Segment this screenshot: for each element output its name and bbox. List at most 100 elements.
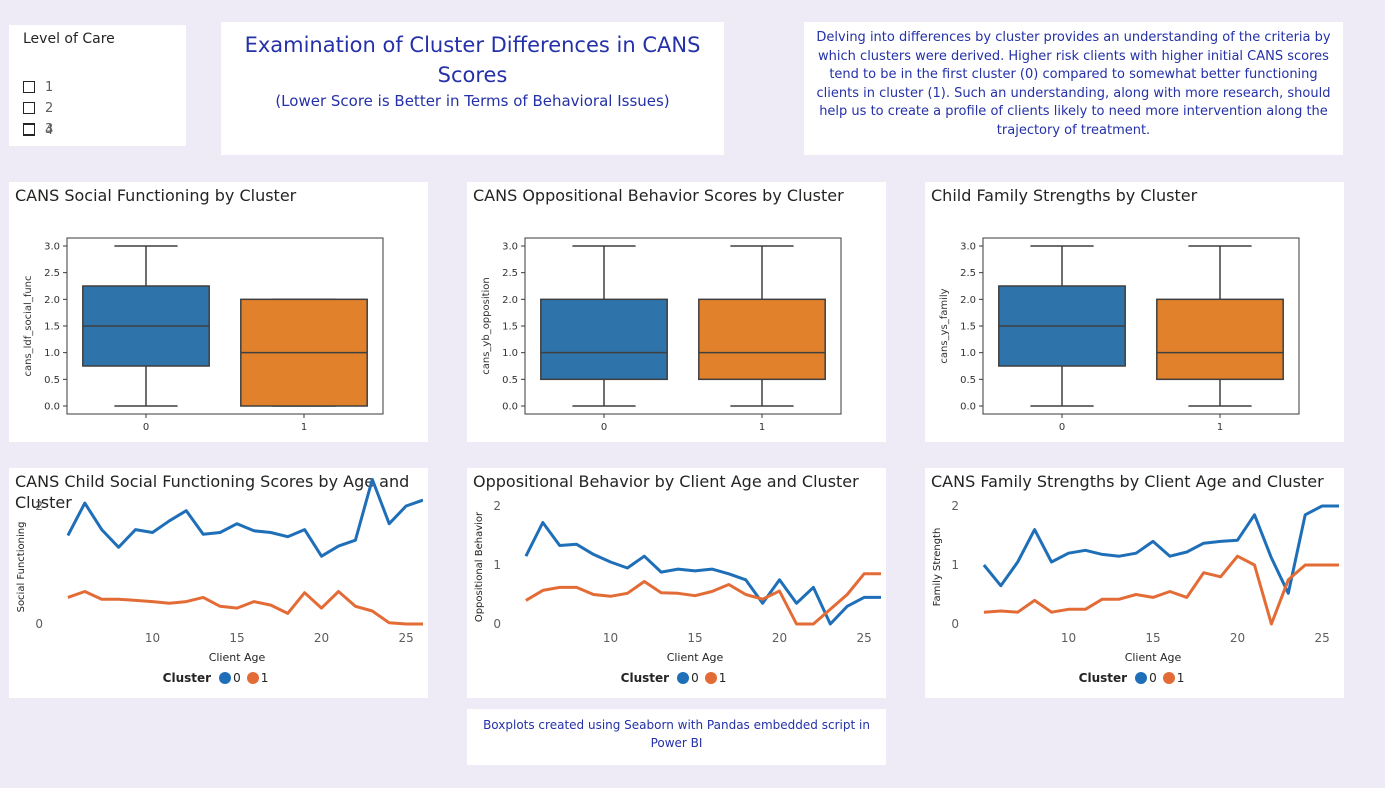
- y-tick-label: 0.5: [502, 375, 518, 386]
- x-tick-label: 25: [1314, 631, 1329, 645]
- y-tick-label: 2: [951, 499, 959, 513]
- slicer-option-1[interactable]: 1: [23, 77, 53, 97]
- boxplot-chart: 0.0 0.5 1.0 1.5 2.0 2.5 3.0 cans_ldf_social_fun…: [23, 237, 384, 433]
- y-tick-label: 1.0: [960, 348, 976, 359]
- y-tick-label: 0.0: [44, 402, 60, 413]
- y-axis-label: Family Strength: [932, 528, 943, 607]
- y-tick-label: 1.0: [502, 348, 518, 359]
- chart-title: Oppositional Behavior by Client Age and …: [473, 472, 859, 491]
- chart-legend: Cluster 0 1: [9, 669, 428, 687]
- x-tick-label: 10: [1061, 631, 1076, 645]
- y-tick-label: 2: [493, 499, 501, 513]
- y-tick-label: 1: [493, 558, 501, 572]
- y-tick-label: 2: [35, 499, 43, 513]
- linechart-card-social-functioning: CANS Child Social Functioning Scores by …: [9, 468, 428, 698]
- line-chart: 0 1 2 10 15 20 25 Client Age Family Strength: [932, 499, 1339, 664]
- x-tick-label: 25: [398, 631, 413, 645]
- x-tick-label: 1: [759, 422, 765, 433]
- x-tick-label: 1: [301, 422, 307, 433]
- legend-label: 0: [233, 671, 241, 685]
- legend-label: 1: [718, 671, 727, 685]
- legend-title: Cluster: [162, 671, 212, 685]
- y-tick-label: 2.0: [960, 295, 976, 306]
- x-tick-label: 0: [143, 422, 149, 433]
- legend-item-0[interactable]: 0: [219, 671, 241, 685]
- slicer-option-label: 2: [45, 100, 54, 116]
- y-tick-label: 3.0: [502, 242, 518, 253]
- y-tick-label: 0: [493, 617, 501, 631]
- slicer-option-4[interactable]: 4: [23, 120, 53, 140]
- slicer-option-2[interactable]: 2: [23, 98, 53, 118]
- page-subtitle: (Lower Score is Better in Terms of Behav…: [275, 92, 670, 110]
- series-line-cluster-0: [66, 477, 423, 558]
- boxplot-card-family-strengths: Child Family Strengths by Cluster 0.0 0.5…: [925, 182, 1344, 442]
- slicer-title: Level of Care: [23, 31, 115, 47]
- slicer-option-label: 3: [45, 121, 54, 137]
- title-card: Examination of Cluster Differences in CA…: [221, 22, 724, 155]
- legend-dot-icon: [704, 672, 717, 684]
- page-title: Examination of Cluster Differences in CA…: [244, 33, 701, 87]
- y-tick-label: 1: [951, 558, 959, 572]
- box-cluster-1: [698, 298, 826, 381]
- x-axis-label: Client Age: [209, 651, 266, 664]
- legend-label: 1: [1176, 671, 1185, 685]
- series-line-cluster-1: [525, 572, 881, 626]
- y-tick-label: 1.5: [44, 322, 60, 333]
- line-chart: 0 1 2 10 15 20 25 Client Age Oppositional Behavi…: [474, 499, 881, 664]
- legend-item-0[interactable]: 0: [677, 671, 699, 685]
- y-tick-label: 0: [951, 617, 959, 631]
- y-axis-label: cans_ys_family: [939, 288, 950, 363]
- series-line-cluster-0: [982, 504, 1339, 595]
- x-tick-label: 20: [772, 631, 787, 645]
- y-tick-label: 2.5: [960, 268, 976, 279]
- footer-note: Boxplots created using Seaborn with Pand…: [483, 718, 870, 750]
- y-tick-label: 1.0: [44, 348, 60, 359]
- slicer-option-label: 1: [45, 79, 54, 95]
- x-tick-label: 1: [1217, 422, 1223, 433]
- legend-title: Cluster: [620, 671, 670, 685]
- boxplot-card-oppositional: CANS Oppositional Behavior Scores by Clu…: [467, 182, 886, 442]
- y-tick-label: 2.0: [44, 295, 60, 306]
- linechart-card-oppositional: Oppositional Behavior by Client Age and …: [467, 468, 886, 698]
- footer-note-card: Boxplots created using Seaborn with Pand…: [467, 709, 886, 765]
- y-tick-label: 1.5: [960, 322, 976, 333]
- boxplot-chart: 0.0 0.5 1.0 1.5 2.0 2.5 3.0 cans_yb_opposition 0…: [481, 237, 842, 433]
- legend-label: 1: [260, 671, 269, 685]
- x-tick-label: 25: [856, 631, 871, 645]
- chart-title: CANS Family Strengths by Client Age and …: [931, 472, 1324, 491]
- legend-item-1[interactable]: 1: [1162, 671, 1185, 685]
- y-tick-label: 3.0: [44, 242, 60, 253]
- y-axis-label: cans_ldf_social_func: [23, 275, 34, 376]
- y-tick-label: 2.0: [502, 295, 518, 306]
- description-text: Delving into differences by cluster prov…: [816, 30, 1331, 138]
- boxplot-card-social-functioning: CANS Social Functioning by Cluster 0.0 0.…: [9, 182, 428, 442]
- checkbox-icon[interactable]: [23, 124, 35, 136]
- legend-item-1[interactable]: 1: [246, 671, 269, 685]
- legend-dot-icon: [1162, 672, 1175, 684]
- description-card: Delving into differences by cluster prov…: [804, 22, 1343, 155]
- series-line-cluster-0: [524, 521, 881, 626]
- boxplot-chart: 0.0 0.5 1.0 1.5 2.0 2.5 3.0 cans_ys_family 0 1: [939, 237, 1300, 433]
- checkbox-icon[interactable]: [23, 102, 35, 114]
- x-tick-label: 20: [1230, 631, 1245, 645]
- x-tick-label: 15: [687, 631, 702, 645]
- x-tick-label: 10: [145, 631, 160, 645]
- x-tick-label: 0: [601, 422, 607, 433]
- box-cluster-1: [1156, 298, 1284, 381]
- legend-item-1[interactable]: 1: [704, 671, 727, 685]
- chart-title: CANS Social Functioning by Cluster: [15, 186, 297, 205]
- y-tick-label: 2.5: [502, 268, 518, 279]
- chart-legend: Cluster 0 1: [925, 669, 1344, 687]
- box-cluster-0: [540, 298, 668, 381]
- y-axis-label: cans_yb_opposition: [481, 277, 492, 375]
- series-line-cluster-1: [983, 554, 1339, 626]
- chart-legend: Cluster 0 1: [467, 669, 886, 687]
- legend-item-0[interactable]: 0: [1135, 671, 1157, 685]
- y-tick-label: 2.5: [44, 268, 60, 279]
- y-tick-label: 0.5: [960, 375, 976, 386]
- y-tick-label: 1.5: [502, 322, 518, 333]
- checkbox-icon[interactable]: [23, 81, 35, 93]
- y-tick-label: 0.0: [502, 402, 518, 413]
- x-tick-label: 15: [1145, 631, 1160, 645]
- legend-title: Cluster: [1078, 671, 1128, 685]
